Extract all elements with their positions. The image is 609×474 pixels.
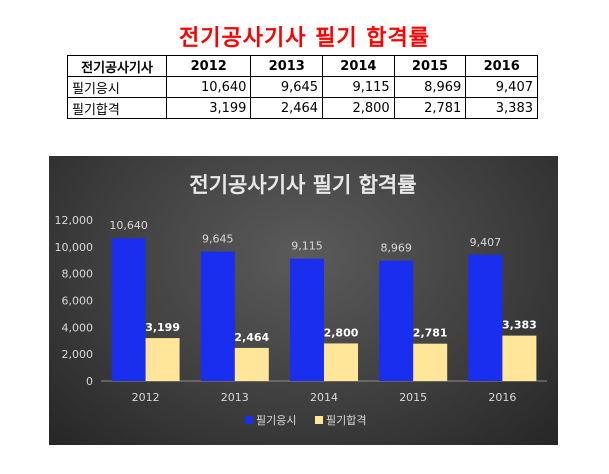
data-label: 2,800: [324, 326, 359, 339]
bar-필기합격: [145, 338, 180, 381]
table-corner-header: 전기공사기사: [67, 55, 167, 77]
bar-필기합격: [234, 347, 269, 381]
chart-bars: [111, 238, 537, 381]
page-title: 전기공사기사 필기 합격률: [179, 26, 430, 51]
y-tick-label: 2,000: [62, 348, 94, 361]
chart-legend: 필기응시 필기합격: [245, 414, 366, 427]
table-year-header: 2016: [465, 55, 538, 77]
bar-필기응시: [379, 260, 414, 381]
data-label: 2,781: [413, 327, 448, 340]
chart-title: 전기공사기사 필기 합격률: [189, 173, 416, 197]
table-row-label: 필기합격: [67, 97, 167, 119]
data-label: 9,407: [470, 236, 502, 249]
table-year-header: 2015: [393, 55, 467, 77]
table-year-header: 2012: [165, 55, 252, 77]
x-tick-label: 2015: [399, 391, 427, 404]
table-row: 필기합격 3,199 2,464 2,800 2,781 3,383: [67, 97, 538, 119]
bar-필기응시: [200, 251, 235, 381]
data-label: 2,464: [234, 331, 269, 344]
table-cell: 9,645: [250, 76, 324, 98]
table-row: 필기응시 10,640 9,645 9,115 8,969 9,407: [67, 76, 538, 98]
data-label: 9,115: [291, 240, 323, 253]
bar-필기합격: [502, 335, 537, 381]
data-label: 10,640: [109, 219, 148, 232]
x-tick-label: 2014: [310, 391, 338, 404]
x-tick-label: 2012: [132, 391, 160, 404]
table-year-header: 2014: [322, 55, 395, 77]
y-tick-label: 0: [86, 375, 93, 388]
bar-필기합격: [413, 343, 448, 381]
table-cell: 2,464: [250, 97, 324, 119]
data-label: 9,645: [202, 233, 234, 246]
bar-chart: 전기공사기사 필기 합격률 0 2,000 4,000 6,000 8,000 10,00…: [55, 173, 547, 427]
x-tick-label: 2013: [221, 391, 249, 404]
legend-swatch: [315, 416, 323, 424]
table-cell: 8,969: [393, 76, 467, 98]
data-label: 3,199: [145, 321, 180, 334]
y-tick-label: 10,000: [55, 241, 94, 254]
legend-swatch: [245, 416, 253, 424]
table-cell: 3,199: [165, 97, 252, 119]
chart-area: 전기공사기사 필기 합격률 0 2,000 4,000 6,000 8,000 10,00…: [49, 156, 558, 445]
bar-필기응시: [111, 238, 146, 381]
chart-data-labels: 10,640 3,199 9,645 2,464 9,115 2,800 8,969 2,78…: [109, 219, 536, 344]
legend-label: 필기합격: [326, 414, 366, 427]
table-cell: 9,407: [465, 76, 538, 98]
data-table: 전기공사기사 2012 2013 2014 2015 2016 필기응시 10,…: [67, 55, 538, 119]
y-tick-label: 8,000: [62, 268, 94, 281]
data-label: 8,969: [380, 242, 412, 255]
legend-label: 필기응시: [256, 414, 296, 427]
table-cell: 2,781: [393, 97, 467, 119]
table-cell: 10,640: [165, 76, 252, 98]
table-cell: 3,383: [465, 97, 538, 119]
table-header-row: 전기공사기사 2012 2013 2014 2015 2016: [67, 55, 538, 77]
data-label: 3,383: [502, 319, 537, 332]
table-year-header: 2013: [250, 55, 324, 77]
table-row-label: 필기응시: [67, 76, 167, 98]
bar-필기응시: [290, 258, 324, 381]
y-tick-label: 6,000: [62, 295, 94, 308]
y-tick-label: 4,000: [62, 321, 94, 334]
y-tick-label: 12,000: [55, 214, 94, 227]
table-cell: 2,800: [322, 97, 395, 119]
x-tick-label: 2016: [488, 391, 516, 404]
bar-필기합격: [324, 343, 358, 381]
table-cell: 9,115: [322, 76, 395, 98]
bar-필기응시: [468, 254, 503, 381]
